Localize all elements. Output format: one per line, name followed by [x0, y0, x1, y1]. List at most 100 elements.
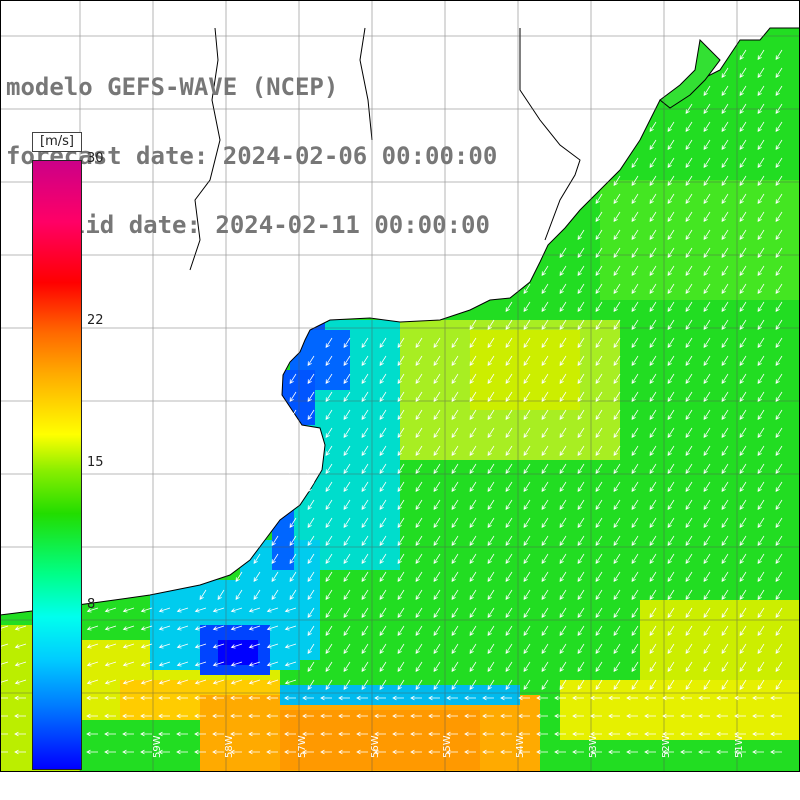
wind-arrow [361, 679, 369, 690]
wind-arrow [289, 571, 297, 582]
wind-arrow [721, 481, 729, 492]
wind-arrow [770, 695, 782, 701]
wind-arrow [703, 175, 711, 186]
wind-arrow [230, 695, 242, 701]
wind-arrow [361, 607, 369, 618]
wind-arrow [212, 749, 224, 755]
wind-arrow [703, 553, 711, 564]
wind-arrow [577, 517, 585, 528]
wind-arrow [361, 661, 369, 672]
wind-arrow [397, 517, 405, 528]
wind-arrow [703, 229, 711, 240]
wind-arrow [487, 499, 495, 510]
wind-arrow [284, 643, 297, 649]
title-forecast-date: forecast date: 2024-02-06 00:00:00 [6, 142, 498, 170]
wind-arrow [158, 679, 171, 685]
wind-arrow [307, 499, 315, 510]
wind-arrow [158, 749, 170, 755]
wind-arrow [685, 499, 693, 510]
wind-arrow [775, 571, 783, 582]
wind-arrow [194, 607, 207, 613]
wind-arrow [577, 607, 585, 618]
wind-arrow [667, 283, 675, 294]
wind-arrow [577, 553, 585, 564]
wind-arrow [505, 301, 513, 312]
wind-arrow [451, 679, 459, 690]
wind-arrow [739, 103, 747, 114]
wind-arrow [613, 211, 621, 222]
wind-arrow [559, 427, 567, 438]
wind-arrow [325, 463, 333, 474]
wind-arrow [703, 121, 711, 132]
wind-arrow [577, 499, 585, 510]
wind-arrow [703, 481, 711, 492]
wind-arrow [572, 731, 584, 737]
wind-arrow [325, 607, 333, 618]
wind-arrow [757, 607, 765, 618]
wind-arrow [685, 679, 693, 690]
wind-arrow [451, 607, 459, 618]
wind-arrow [541, 553, 549, 564]
wind-arrow [415, 517, 423, 528]
wind-arrow [469, 679, 477, 690]
wind-arrow [361, 625, 369, 636]
wind-arrow [505, 679, 513, 690]
wind-arrow [505, 463, 513, 474]
wind-arrow [325, 553, 333, 564]
wind-arrow [248, 731, 260, 737]
wind-arrow [451, 643, 459, 654]
wind-arrow [626, 695, 638, 701]
wind-arrow [343, 445, 351, 456]
wind-arrow [631, 229, 639, 240]
wind-arrow [667, 157, 675, 168]
wind-arrow [716, 695, 728, 701]
wind-arrow [451, 499, 459, 510]
wind-arrow [140, 643, 153, 649]
wind-arrow [559, 589, 567, 600]
wind-arrow [613, 643, 621, 654]
wind-arrow [374, 713, 386, 719]
wind-arrow [464, 749, 476, 755]
wind-arrow [667, 265, 675, 276]
wind-arrow [487, 481, 495, 492]
wind-arrow [662, 749, 674, 755]
wind-arrow [541, 571, 549, 582]
wind-arrow [541, 679, 549, 690]
wind-arrow [541, 409, 549, 420]
wind-arrow [253, 553, 261, 564]
wind-arrow [698, 731, 710, 737]
wind-arrow [194, 713, 206, 719]
wind-arrow [757, 463, 765, 474]
wind-arrow [577, 373, 585, 384]
wind-arrow [595, 301, 603, 312]
wind-arrow [469, 391, 477, 402]
wind-arrow [505, 571, 513, 582]
wind-arrow [685, 157, 693, 168]
wind-arrow [577, 283, 585, 294]
wind-arrow [541, 535, 549, 546]
wind-arrow [590, 731, 602, 737]
wind-arrow [374, 731, 386, 737]
wind-arrow [248, 695, 260, 701]
wind-arrow [667, 463, 675, 474]
wind-arrow [554, 713, 566, 719]
wind-arrow [775, 355, 783, 366]
wind-arrow [271, 535, 279, 546]
wind-arrow [469, 337, 477, 348]
wind-arrow [721, 67, 729, 78]
wind-arrow [775, 661, 783, 672]
wind-arrow [739, 247, 747, 258]
wind-arrow [433, 481, 441, 492]
wind-arrow [397, 427, 405, 438]
wind-arrow [716, 731, 728, 737]
wind-arrow [325, 481, 333, 492]
wind-arrow [325, 409, 333, 420]
wind-arrow [595, 247, 603, 258]
wind-arrow [613, 661, 621, 672]
wind-arrow [685, 643, 693, 654]
wind-arrow [649, 319, 657, 330]
wind-arrow [379, 553, 387, 564]
wind-arrow [505, 409, 513, 420]
wind-arrow [734, 749, 746, 755]
wind-arrow [649, 625, 657, 636]
